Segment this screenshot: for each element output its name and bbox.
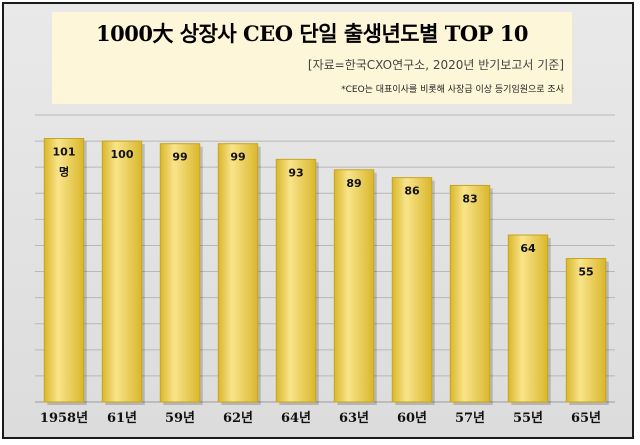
- x-tick-label: 60년: [397, 411, 427, 426]
- x-tick-label: 62년: [223, 411, 253, 426]
- bar: [449, 184, 491, 403]
- x-tick-label: 64년: [281, 411, 311, 426]
- chart-header: 1000大 상장사 CEO 단일 출생년도별 TOP 10 [자료=한국CXO연…: [52, 12, 572, 104]
- footnote: *CEO는 대표이사를 비롯해 사장급 이상 등기임원으로 조사: [341, 85, 564, 95]
- x-tick-label: 63년: [339, 411, 369, 426]
- x-tick-label: 57년: [455, 411, 485, 426]
- bar: [159, 143, 201, 403]
- bar: [565, 258, 607, 403]
- data-label: 명: [59, 164, 69, 178]
- data-label: 99: [230, 151, 245, 164]
- x-tick-label: 61년: [107, 411, 137, 426]
- data-label: 101: [53, 145, 76, 158]
- data-label: 86: [404, 185, 420, 198]
- data-label: 89: [346, 177, 361, 190]
- data-label: 100: [111, 148, 134, 161]
- data-label: 93: [288, 166, 303, 179]
- data-label: 83: [462, 192, 477, 205]
- source-note: [자료=한국CXO연구소, 2020년 반기보고서 기준]: [307, 58, 564, 72]
- x-tick-label: 55년: [513, 411, 543, 426]
- bar: [275, 158, 317, 403]
- x-tick-label: 59년: [165, 411, 195, 426]
- bar: [217, 143, 259, 403]
- data-label: 99: [172, 151, 187, 164]
- data-label: 55: [578, 266, 593, 279]
- data-label: 64: [520, 242, 536, 255]
- x-tick-label: 65년: [571, 411, 601, 426]
- x-tick-label: 1958년: [40, 411, 88, 426]
- bar: [333, 169, 375, 403]
- bar: [507, 234, 549, 403]
- bar: [101, 140, 143, 403]
- bar: [43, 137, 85, 403]
- bar: [391, 177, 433, 403]
- chart-title: 1000大 상장사 CEO 단일 출생년도별 TOP 10: [96, 21, 528, 46]
